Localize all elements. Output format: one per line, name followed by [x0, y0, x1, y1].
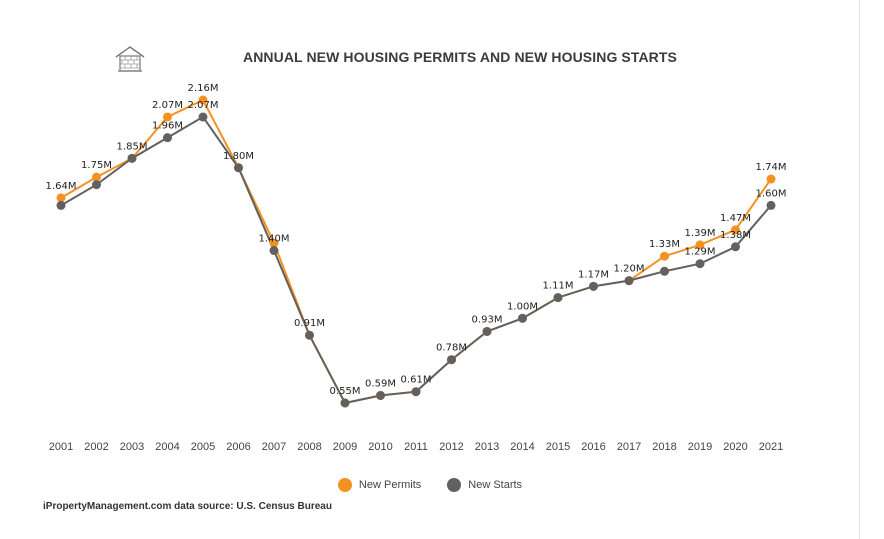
legend-label-permits: New Permits [358, 479, 422, 491]
x-tick-label-2001: 2001 [49, 441, 73, 453]
x-tick-label-2017: 2017 [617, 441, 641, 453]
data-label-new-starts-2008: 0.91M [294, 318, 325, 329]
data-point-new-starts-2013 [482, 326, 492, 336]
data-label-new-starts-2016: 1.17M [578, 269, 609, 280]
data-label-new-starts-2007: 1.40M [259, 234, 290, 245]
data-label-new-starts-2012: 0.78M [436, 343, 467, 354]
data-label-new-permits-2021: 1.74M [756, 162, 787, 173]
data-point-new-starts-2007 [269, 246, 279, 256]
data-point-new-starts-2010 [376, 390, 385, 400]
data-point-new-starts-2009 [340, 398, 350, 408]
data-label-new-starts-2015: 1.11M [543, 281, 574, 292]
data-label-new-starts-2004: 1.96M [152, 121, 183, 132]
x-tick-label-2018: 2018 [652, 441, 676, 453]
data-point-new-starts-2018 [660, 266, 669, 276]
legend-item-starts[interactable]: New Starts [447, 478, 522, 492]
data-point-new-permits-2002 [92, 172, 101, 182]
x-tick-label-2013: 2013 [475, 441, 499, 453]
data-label-new-starts-2020: 1.38M [720, 230, 751, 241]
data-point-new-permits-2020 [731, 225, 740, 235]
chart-card [0, 0, 860, 539]
data-point-new-starts-2015 [553, 293, 563, 303]
data-point-new-starts-2014 [518, 313, 527, 323]
data-label-new-starts-2011: 0.61M [401, 375, 432, 386]
data-point-new-starts-2011 [411, 387, 421, 397]
x-tick-label-2021: 2021 [759, 441, 783, 453]
x-tick-label-2007: 2007 [262, 441, 286, 453]
x-tick-label-2010: 2010 [368, 441, 392, 453]
data-point-new-starts-2002 [92, 180, 101, 190]
x-tick-label-2009: 2009 [333, 441, 357, 453]
x-tick-label-2003: 2003 [120, 441, 144, 453]
x-tick-label-2006: 2006 [226, 441, 250, 453]
data-point-new-permits-2019 [695, 240, 705, 250]
data-point-new-permits-2001 [56, 193, 66, 203]
legend-swatch-permits [337, 478, 352, 492]
series-line-new-permits [60, 98, 772, 405]
data-label-new-starts-2013: 0.93M [472, 314, 503, 325]
data-point-new-starts-2001 [56, 200, 66, 210]
data-point-new-permits-2018 [660, 251, 669, 261]
data-label-new-starts-2014: 1.00M [507, 301, 538, 312]
data-label-new-permits-2020: 1.47M [720, 213, 751, 224]
data-point-new-starts-2006 [234, 163, 243, 173]
chart-legend: New Permits New Starts [0, 475, 860, 495]
data-label-new-starts-2005: 2.07M [188, 100, 219, 111]
legend-item-permits[interactable]: New Permits [337, 478, 422, 492]
data-label-new-starts-2006: 1.80M [223, 151, 254, 162]
line-chart: 2001 2002 2003 2004 2005 2006 2007 2008 2009 2010… [46, 83, 787, 453]
data-label-new-starts-2017: 1.20M [614, 264, 645, 275]
data-point-new-starts-2021 [766, 200, 776, 210]
x-tick-label-2015: 2015 [546, 441, 570, 453]
x-tick-label-2005: 2005 [191, 441, 215, 453]
data-label-new-permits-2018: 1.33M [649, 239, 680, 250]
data-label-new-starts-2019: 1.29M [685, 247, 716, 258]
data-point-new-permits-2021 [766, 174, 776, 184]
data-point-new-starts-2012 [447, 355, 456, 365]
data-point-new-permits-2005 [198, 95, 208, 105]
x-tick-label-2004: 2004 [155, 441, 179, 453]
chart-title: ANNUAL NEW HOUSING PERMITS AND NEW HOUSI… [243, 49, 677, 65]
data-point-new-starts-2003 [127, 153, 137, 163]
data-label-new-permits-2003: 1.85M [117, 141, 148, 152]
x-tick-label-2002: 2002 [84, 441, 108, 453]
data-point-new-starts-2004 [163, 133, 172, 143]
x-tick-label-2014: 2014 [510, 441, 534, 453]
data-point-new-permits-2004 [163, 112, 172, 122]
x-tick-label-2008: 2008 [297, 441, 321, 453]
x-tick-label-2016: 2016 [581, 441, 605, 453]
x-tick-label-2020: 2020 [723, 441, 747, 453]
legend-swatch-starts [447, 478, 462, 492]
x-tick-label-2011: 2011 [404, 441, 428, 453]
divider [859, 0, 860, 539]
legend-label-starts: New Starts [468, 479, 523, 491]
data-label-new-permits-2019: 1.39M [685, 228, 716, 239]
data-label-new-permits-2001: 1.64M [46, 181, 77, 192]
data-label-new-starts-2021: 1.60M [756, 188, 787, 199]
x-tick-label-2012: 2012 [439, 441, 463, 453]
data-point-new-starts-2019 [695, 259, 705, 269]
data-label-new-permits-2002: 1.75M [81, 160, 112, 171]
data-point-new-permits-2007 [269, 238, 279, 248]
data-point-new-starts-2017 [624, 276, 634, 286]
data-label-new-starts-2009: 0.55M [330, 386, 361, 397]
data-point-new-starts-2020 [731, 242, 740, 252]
data-label-new-starts-2010: 0.59M [365, 378, 396, 389]
data-point-new-starts-2005 [198, 112, 208, 122]
data-point-new-starts-2008 [305, 330, 314, 340]
source-note: iPropertyManagement.com data source: U.S… [43, 501, 332, 512]
data-label-new-permits-2005: 2.16M [188, 83, 219, 94]
data-point-new-starts-2016 [589, 281, 598, 291]
house-brick-icon [115, 46, 145, 72]
data-label-new-permits-2004: 2.07M [152, 100, 183, 111]
x-tick-label-2019: 2019 [688, 441, 712, 453]
